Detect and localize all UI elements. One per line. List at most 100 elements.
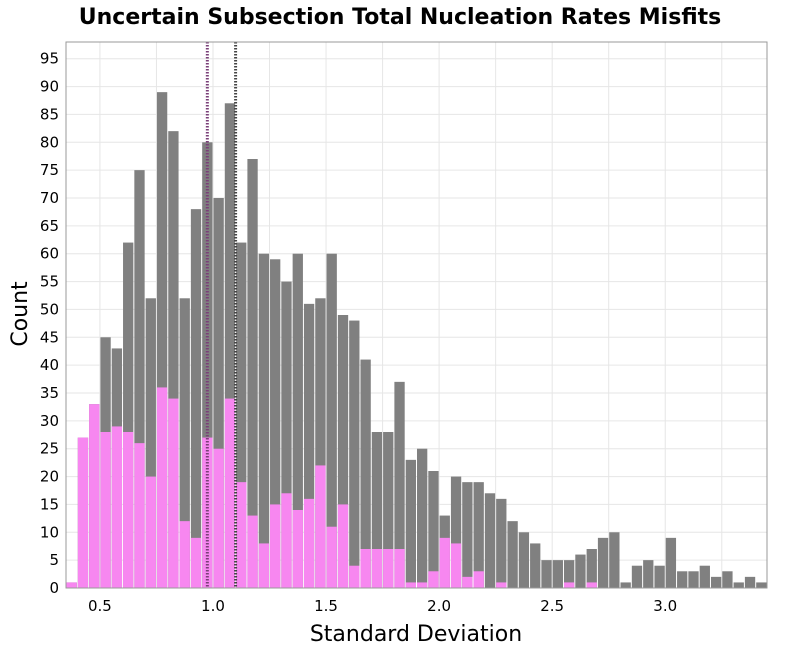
y-tick-label: 80 [40, 133, 59, 151]
y-tick-label: 50 [40, 300, 59, 318]
y-tick-label: 75 [40, 161, 59, 179]
bar-series-2 [473, 571, 484, 588]
bar-series-1 [179, 298, 190, 588]
bar-series-2 [383, 549, 394, 588]
y-tick-label: 60 [40, 245, 59, 263]
bar-series-2 [450, 543, 462, 588]
bar-series-2 [156, 387, 168, 588]
bar-series-2 [100, 432, 111, 588]
bar-series-2 [563, 582, 575, 588]
bar-series-1 [575, 554, 586, 588]
y-tick-label: 45 [40, 328, 59, 346]
bar-series-1 [270, 259, 281, 588]
bar-series-2 [134, 443, 145, 588]
bar-series-1 [371, 432, 383, 588]
bar-series-1 [665, 537, 677, 588]
x-tick-labels: 0.5 1.0 1.5 2.0 2.5 3.0 [88, 597, 677, 615]
x-tick-label: 3.0 [653, 597, 677, 615]
bar-series-1 [654, 565, 665, 588]
bar-series-1 [190, 209, 202, 588]
bar-series-2 [247, 515, 258, 588]
bar-series-1 [473, 482, 484, 588]
bar-series-1 [699, 565, 710, 588]
bar-series-2 [315, 465, 326, 588]
bar-series-2 [224, 398, 236, 588]
bar-series-2 [270, 504, 281, 588]
bar-series-1 [428, 471, 439, 588]
bar-series-2 [349, 565, 360, 588]
bar-series-2 [179, 521, 190, 588]
bar-series-1 [156, 92, 168, 589]
y-tick-label: 65 [40, 217, 59, 235]
bar-series-2 [394, 549, 405, 588]
y-tick-label: 40 [40, 356, 59, 374]
bar-series-1 [484, 493, 496, 588]
x-tick-label: 0.5 [88, 597, 112, 615]
bar-series-2 [586, 582, 597, 588]
y-tick-label: 20 [40, 468, 59, 486]
bar-series-1 [620, 582, 631, 588]
y-tick-label: 25 [40, 440, 59, 458]
bar-series-2 [213, 448, 224, 588]
bar-series-1 [597, 537, 609, 588]
bar-series-2 [337, 504, 349, 588]
bar-series-2 [303, 498, 315, 588]
bar-series-1 [518, 532, 530, 588]
bar-series-1 [722, 571, 733, 588]
bar-series-2 [428, 571, 439, 588]
bar-series-1 [677, 571, 688, 588]
y-tick-label: 0 [49, 579, 59, 597]
bar-series-2 [405, 582, 416, 588]
bar-series-1 [394, 381, 405, 588]
bar-series-1 [586, 549, 597, 588]
bar-series-1 [609, 532, 620, 588]
bar-series-1 [744, 576, 756, 588]
bar-series-1 [631, 565, 643, 588]
bar-series-1 [236, 242, 247, 589]
bar-series-1 [563, 560, 575, 588]
bar-series-1 [123, 242, 134, 589]
bar-series-2 [439, 537, 450, 588]
bar-series-1 [224, 103, 236, 589]
bar-series-2 [496, 582, 507, 588]
bar-series-1 [541, 560, 552, 588]
bar-series-2 [371, 549, 383, 588]
x-tick-label: 1.0 [201, 597, 225, 615]
bar-series-1 [710, 576, 722, 588]
bar-series-1 [552, 560, 563, 588]
bar-series-1 [145, 298, 156, 588]
bar-series-2 [89, 404, 100, 588]
bar-series-2 [281, 493, 292, 588]
bar-series-1 [756, 582, 767, 588]
bar-series-2 [258, 543, 270, 588]
y-tick-label: 15 [40, 495, 59, 513]
bar-series-2 [66, 582, 77, 588]
bar-series-2 [360, 549, 371, 588]
y-tick-label: 30 [40, 412, 59, 430]
y-tick-label: 5 [49, 551, 59, 569]
bar-series-1 [450, 476, 462, 588]
bars-layer [66, 92, 767, 589]
bar-series-1 [202, 142, 213, 589]
y-tick-label: 95 [40, 50, 59, 68]
bar-series-1 [417, 448, 428, 588]
x-tick-label: 1.5 [314, 597, 338, 615]
x-axis-label: Standard Deviation [310, 622, 522, 647]
bar-series-1 [326, 253, 337, 588]
bar-series-2 [417, 582, 428, 588]
bar-series-1 [462, 482, 473, 588]
y-tick-label: 10 [40, 523, 59, 541]
bar-series-1 [315, 298, 326, 588]
bar-series-2 [111, 426, 123, 588]
y-tick-labels: 0 5 10 15 20 25 30 35 40 45 50 55 60 65 70 75 80 85 90 95 [40, 50, 59, 597]
bar-series-2 [202, 437, 213, 588]
bar-series-2 [292, 510, 303, 588]
bar-series-1 [507, 521, 518, 588]
y-tick-label: 35 [40, 384, 59, 402]
x-tick-label: 2.0 [427, 597, 451, 615]
plot-frame [65, 41, 768, 589]
bar-series-1 [733, 582, 744, 588]
bar-series-1 [281, 281, 292, 588]
bar-series-1 [292, 253, 303, 588]
